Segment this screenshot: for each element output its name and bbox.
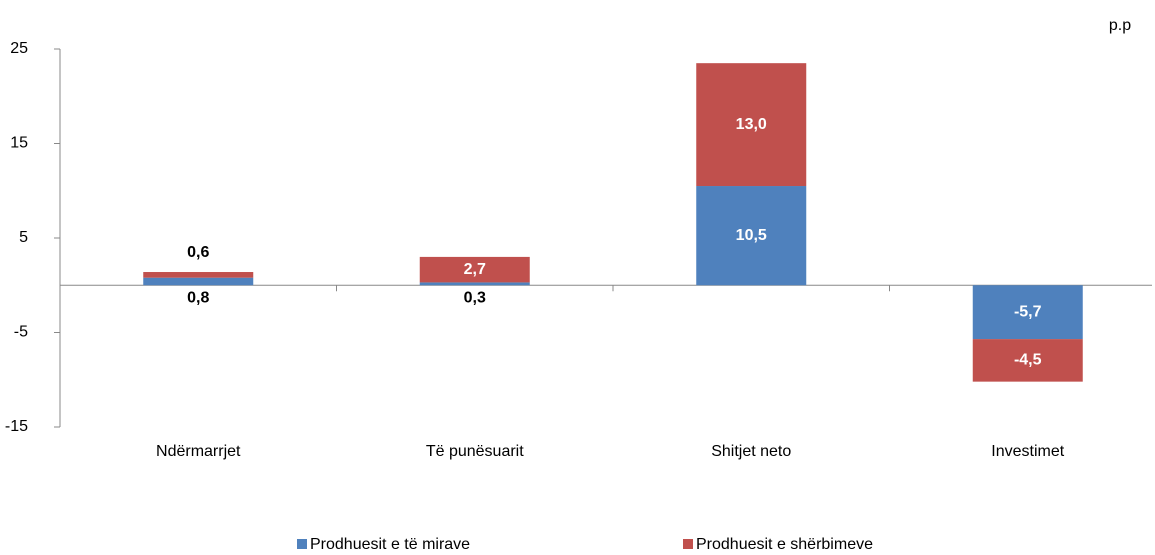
value-label: 10,5 <box>736 227 767 244</box>
y-tick-label: -5 <box>14 324 28 341</box>
value-label: 0,6 <box>187 244 209 261</box>
bar <box>419 256 530 283</box>
value-label: -4,5 <box>1014 352 1042 369</box>
y-tick-label: 5 <box>19 229 28 246</box>
x-tick-label: Shitjet neto <box>711 443 791 460</box>
legend-label: Prodhuesit e të mirave <box>310 536 470 553</box>
bar <box>143 277 254 286</box>
y-tick-label: 25 <box>10 40 28 57</box>
legend-swatch <box>683 539 693 549</box>
bar <box>696 63 807 187</box>
x-tick-label: Të punësuarit <box>426 443 524 460</box>
x-tick-label: Ndërmarrjet <box>156 443 241 460</box>
value-label: 0,3 <box>464 289 486 306</box>
value-label: 2,7 <box>464 261 486 278</box>
legend-swatch <box>297 539 307 549</box>
y-tick-label: -15 <box>5 418 28 435</box>
value-label: -5,7 <box>1014 303 1042 320</box>
bar <box>419 282 530 286</box>
bar <box>972 285 1083 340</box>
value-label: 13,0 <box>736 116 767 133</box>
x-tick-label: Investimet <box>991 443 1064 460</box>
y-tick-label: 15 <box>10 135 28 152</box>
bar <box>972 339 1083 382</box>
bar <box>143 272 254 278</box>
legend-label: Prodhuesit e shërbimeve <box>696 536 873 553</box>
value-label: 0,8 <box>187 289 209 306</box>
bar <box>696 186 807 286</box>
y-unit-label: p.p <box>1109 17 1131 34</box>
